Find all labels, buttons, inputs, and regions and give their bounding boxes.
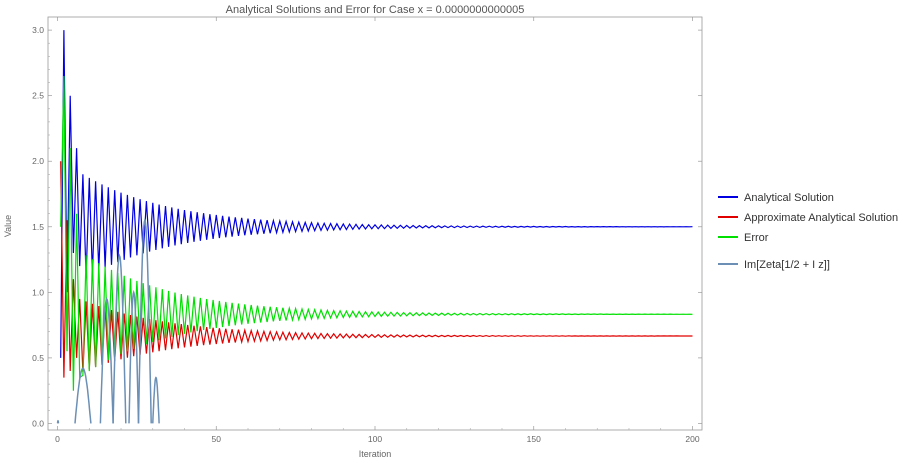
legend: Analytical Solution Approximate Analytica… — [718, 192, 898, 271]
y-tick-label: 0.0 — [32, 418, 44, 428]
x-tick-label: 50 — [212, 434, 222, 444]
series-line-approximate-analytical-solution — [60, 161, 693, 378]
x-tick-label: 150 — [527, 434, 541, 444]
legend-label: Analytical Solution — [744, 192, 834, 204]
y-tick-label: 3.0 — [32, 25, 44, 35]
chart-title: Analytical Solutions and Error for Case … — [226, 4, 525, 16]
series-line-analytical-solution — [60, 30, 693, 358]
y-tick-label: 1.0 — [32, 287, 44, 297]
series-line-im-zeta — [99, 297, 114, 424]
x-tick-label: 200 — [685, 434, 699, 444]
series-line-im-zeta — [56, 419, 60, 424]
legend-label: Approximate Analytical Solution — [744, 212, 898, 224]
x-axis-label: Iteration — [359, 449, 392, 459]
series-lines — [56, 30, 693, 424]
x-tick-label: 100 — [368, 434, 382, 444]
series-line-im-zeta — [112, 253, 127, 424]
series-line-im-zeta — [128, 289, 140, 424]
y-tick-label: 0.5 — [32, 353, 44, 363]
series-line-error — [60, 75, 693, 391]
legend-label: Error — [744, 232, 769, 244]
y-tick-label: 2.0 — [32, 156, 44, 166]
y-axis-label: Value — [3, 215, 13, 237]
legend-label: Im[Zeta[1/2 + I z]] — [744, 259, 830, 271]
series-line-im-zeta — [137, 217, 152, 424]
series-line-im-zeta — [152, 376, 160, 424]
series-line-im-zeta — [74, 367, 92, 424]
x-tick-label: 0 — [55, 434, 60, 444]
y-tick-label: 2.5 — [32, 91, 44, 101]
axis-ticks: 0 50 100 150 200 0.0 0.5 1.0 1.5 2.0 2.5 3.0 — [32, 17, 702, 444]
y-tick-label: 1.5 — [32, 222, 44, 232]
